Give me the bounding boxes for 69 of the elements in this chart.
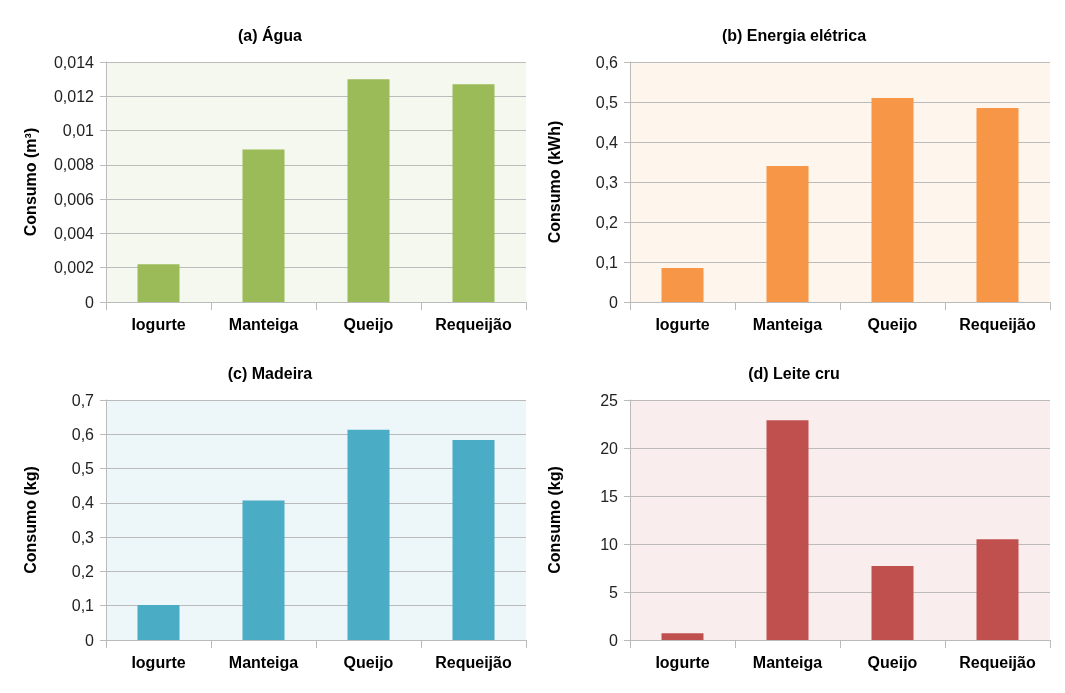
y-tick-label: 0,012 <box>53 87 95 105</box>
y-tick-label: 20 <box>600 439 619 457</box>
y-tick-label: 0,5 <box>71 460 95 478</box>
y-tick-label: 0,1 <box>71 597 95 615</box>
y-tick-label: 0 <box>85 631 95 649</box>
y-tick-label: 0,3 <box>71 528 95 546</box>
y-tick-label: 0,01 <box>62 122 95 140</box>
bar <box>661 633 704 640</box>
y-tick-label: 0,5 <box>595 93 619 111</box>
bar <box>242 500 285 640</box>
y-axis-title: Consumo (kg) <box>545 466 563 574</box>
bar <box>871 566 914 640</box>
bar <box>766 420 809 640</box>
y-axis-title: Consumo (kg) <box>21 466 39 574</box>
y-tick-label: 0,008 <box>53 156 95 174</box>
y-tick-label: 0,004 <box>53 224 95 242</box>
x-tick-label: Manteiga <box>228 653 299 671</box>
y-tick-label: 0 <box>609 293 619 311</box>
x-tick-label: Manteiga <box>752 315 823 333</box>
y-tick-label: 0,1 <box>595 253 619 271</box>
bar <box>347 429 390 640</box>
bar <box>766 166 809 302</box>
x-tick-label: Manteiga <box>752 653 823 671</box>
y-tick-label: 0,006 <box>53 190 95 208</box>
x-tick-label: Iogurte <box>655 315 710 333</box>
y-tick-label: 0,2 <box>595 213 619 231</box>
bar <box>452 84 495 302</box>
x-tick-label: Queijo <box>867 653 918 671</box>
y-tick-label: 0,4 <box>595 133 619 151</box>
bar <box>137 264 180 302</box>
bar <box>242 149 285 302</box>
y-tick-label: 0,3 <box>595 173 619 191</box>
y-tick-label: 0,6 <box>595 53 619 71</box>
bar <box>871 98 914 302</box>
y-tick-label: 0,6 <box>71 425 95 443</box>
y-tick-label: 0,002 <box>53 259 95 277</box>
x-tick-label: Queijo <box>867 315 918 333</box>
chart-title: (c) Madeira <box>227 364 313 382</box>
y-tick-label: 0,4 <box>71 494 95 512</box>
x-tick-label: Manteiga <box>228 315 299 333</box>
chart-title: (b) Energia elétrica <box>721 26 867 44</box>
y-axis-title: Consumo (m³) <box>21 127 39 237</box>
y-tick-label: 15 <box>600 487 619 505</box>
y-tick-label: 10 <box>600 535 619 553</box>
bar <box>976 108 1019 302</box>
y-tick-label: 25 <box>600 391 619 409</box>
x-tick-label: Iogurte <box>131 315 186 333</box>
y-tick-label: 0,2 <box>71 562 95 580</box>
bar <box>661 268 704 302</box>
y-tick-label: 0,7 <box>71 391 95 409</box>
y-tick-label: 0 <box>609 631 619 649</box>
x-tick-label: Iogurte <box>655 653 710 671</box>
y-axis-title: Consumo (kWh) <box>545 120 563 244</box>
bar <box>347 79 390 302</box>
x-tick-label: Requeijão <box>959 315 1036 333</box>
x-tick-label: Queijo <box>343 653 394 671</box>
x-tick-label: Iogurte <box>131 653 186 671</box>
x-tick-label: Requeijão <box>435 315 512 333</box>
x-tick-label: Queijo <box>343 315 394 333</box>
bar <box>452 440 495 640</box>
y-tick-label: 0,014 <box>53 53 95 71</box>
chart-title: (a) Água <box>238 25 303 44</box>
y-tick-label: 5 <box>609 583 619 601</box>
y-tick-label: 0 <box>85 293 95 311</box>
chart-title: (d) Leite cru <box>748 364 840 382</box>
x-tick-label: Requeijão <box>959 653 1036 671</box>
bar <box>137 605 180 640</box>
bar <box>976 539 1019 640</box>
x-tick-label: Requeijão <box>435 653 512 671</box>
